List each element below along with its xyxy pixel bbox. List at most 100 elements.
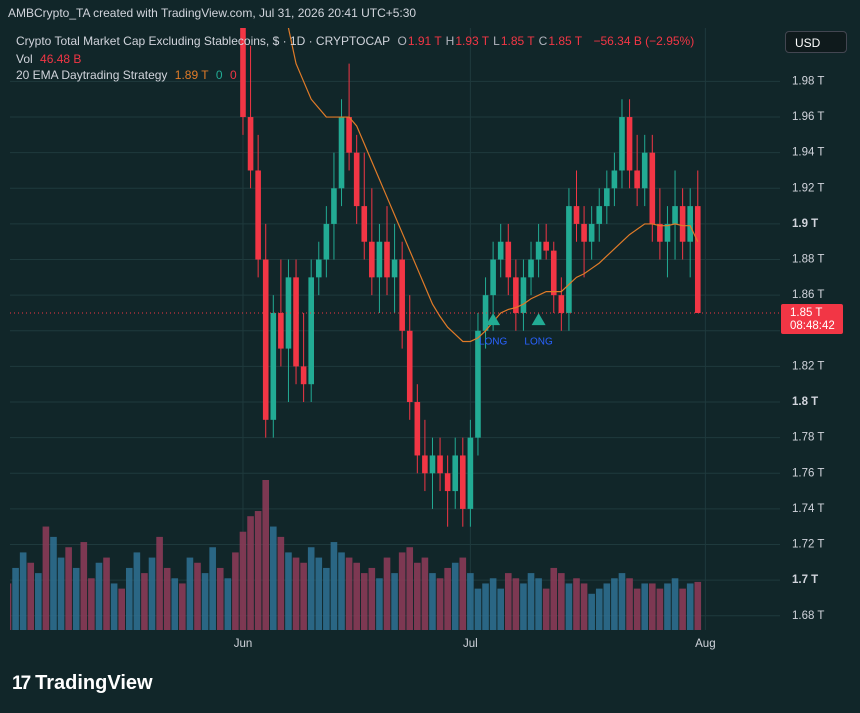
volume-bar [376,578,383,630]
volume-bar [535,578,542,630]
volume-bar [512,578,520,630]
volume-bar [171,578,179,630]
candle-body [672,206,678,224]
ohlc: O1.91 T H1.93 T L1.85 T C1.85 T [398,34,587,48]
volume-bar [558,573,565,630]
volume-value: 46.48 B [40,52,82,66]
candle-body [240,28,246,118]
volume-bar [285,552,292,630]
volume-bar [580,583,588,630]
candle-body [679,206,686,242]
candle-body [528,259,534,278]
candle-body [300,366,307,385]
candle-body [247,117,254,171]
candle-body [353,152,360,207]
volume-bar [353,562,360,630]
volume-bar [50,536,57,630]
volume-bar [406,547,414,630]
candle-body [505,241,512,278]
candle-body [331,188,337,224]
volume-bar [550,567,558,630]
volume-bar [641,583,649,630]
x-tick-label: Jul [463,638,478,650]
plot: LONG LONG [10,28,780,630]
candle-body [634,170,640,189]
candle-body [611,170,618,189]
volume-bar [686,583,694,630]
candle-body [338,117,345,189]
volume-bar [247,516,254,630]
volume-bar [489,578,497,630]
volume-bar [588,593,595,630]
candle-body [513,277,519,313]
candle-body [566,206,572,313]
y-tick-label: 1.94 T [792,147,824,159]
x-tick-label: Aug [695,638,715,650]
volume-bar [664,583,671,630]
volume-bar [626,578,633,630]
legend-strategy: 20 EMA Daytrading Strategy 1.89 T 0 0 [16,68,241,82]
signal-count: 0 [229,68,237,82]
volume-bar [368,567,376,630]
candle-body [497,241,504,260]
volume-bar [307,547,315,630]
candle-body [596,206,603,224]
candle-body [422,455,428,474]
volume-bar [209,547,216,630]
candle-body [588,223,595,242]
candle-body [391,259,398,278]
ema-line [287,28,699,343]
volume-bar [323,567,330,630]
volume-bar [603,583,611,630]
volume-bar [315,557,323,630]
volume-bar [42,526,50,630]
signal-count: 0 [215,68,223,82]
ohlc-key: O [397,34,407,48]
volume-label: Vol [16,52,33,66]
volume-bar [125,567,133,630]
candle-body [315,259,322,278]
volume-bar [345,557,353,630]
candle-body [619,117,625,171]
volume-bar [270,526,277,630]
volume-bar [436,578,444,630]
candle-body [558,295,565,313]
brand-name: TradingView [35,672,153,694]
candle-body [384,241,390,278]
y-tick-label: 1.74 T [792,503,824,515]
volume-bar [649,583,656,630]
y-tick-label: 1.96 T [792,111,824,123]
ohlc-key: C [538,34,548,48]
y-tick-label: 1.76 T [792,467,824,479]
y-tick-label: 1.68 T [792,610,824,622]
y-tick-label: 1.88 T [792,254,824,266]
candle-body [657,223,663,242]
candle-body [323,223,330,260]
candle-body [399,259,405,331]
volume-bar [330,542,338,630]
y-tick-label: 1.82 T [792,360,824,372]
y-tick-label: 1.92 T [792,182,824,194]
candle-body [308,277,314,385]
legend-main: Crypto Total Market Cap Excluding Stable… [16,34,698,48]
volume-bar [474,588,482,630]
candle-body [255,170,261,260]
candle-body [262,259,269,420]
candle-body [687,206,693,242]
candle-body [604,188,610,207]
volume-bar [421,557,429,630]
candle-body [293,277,299,367]
volume-bar [444,567,451,630]
volume-bar [520,583,527,630]
title: Crypto Total Market Cap Excluding Stable… [16,34,391,48]
volume-bar [398,552,406,630]
volume-bar [110,583,118,630]
strategy-value: 1.89 T [174,68,209,82]
volume-bar [694,581,702,630]
candle-body [535,241,542,260]
volume-bar [618,573,626,630]
volume-bar [262,480,270,630]
currency-button[interactable]: USD [785,31,847,53]
volume-bar [10,583,12,630]
